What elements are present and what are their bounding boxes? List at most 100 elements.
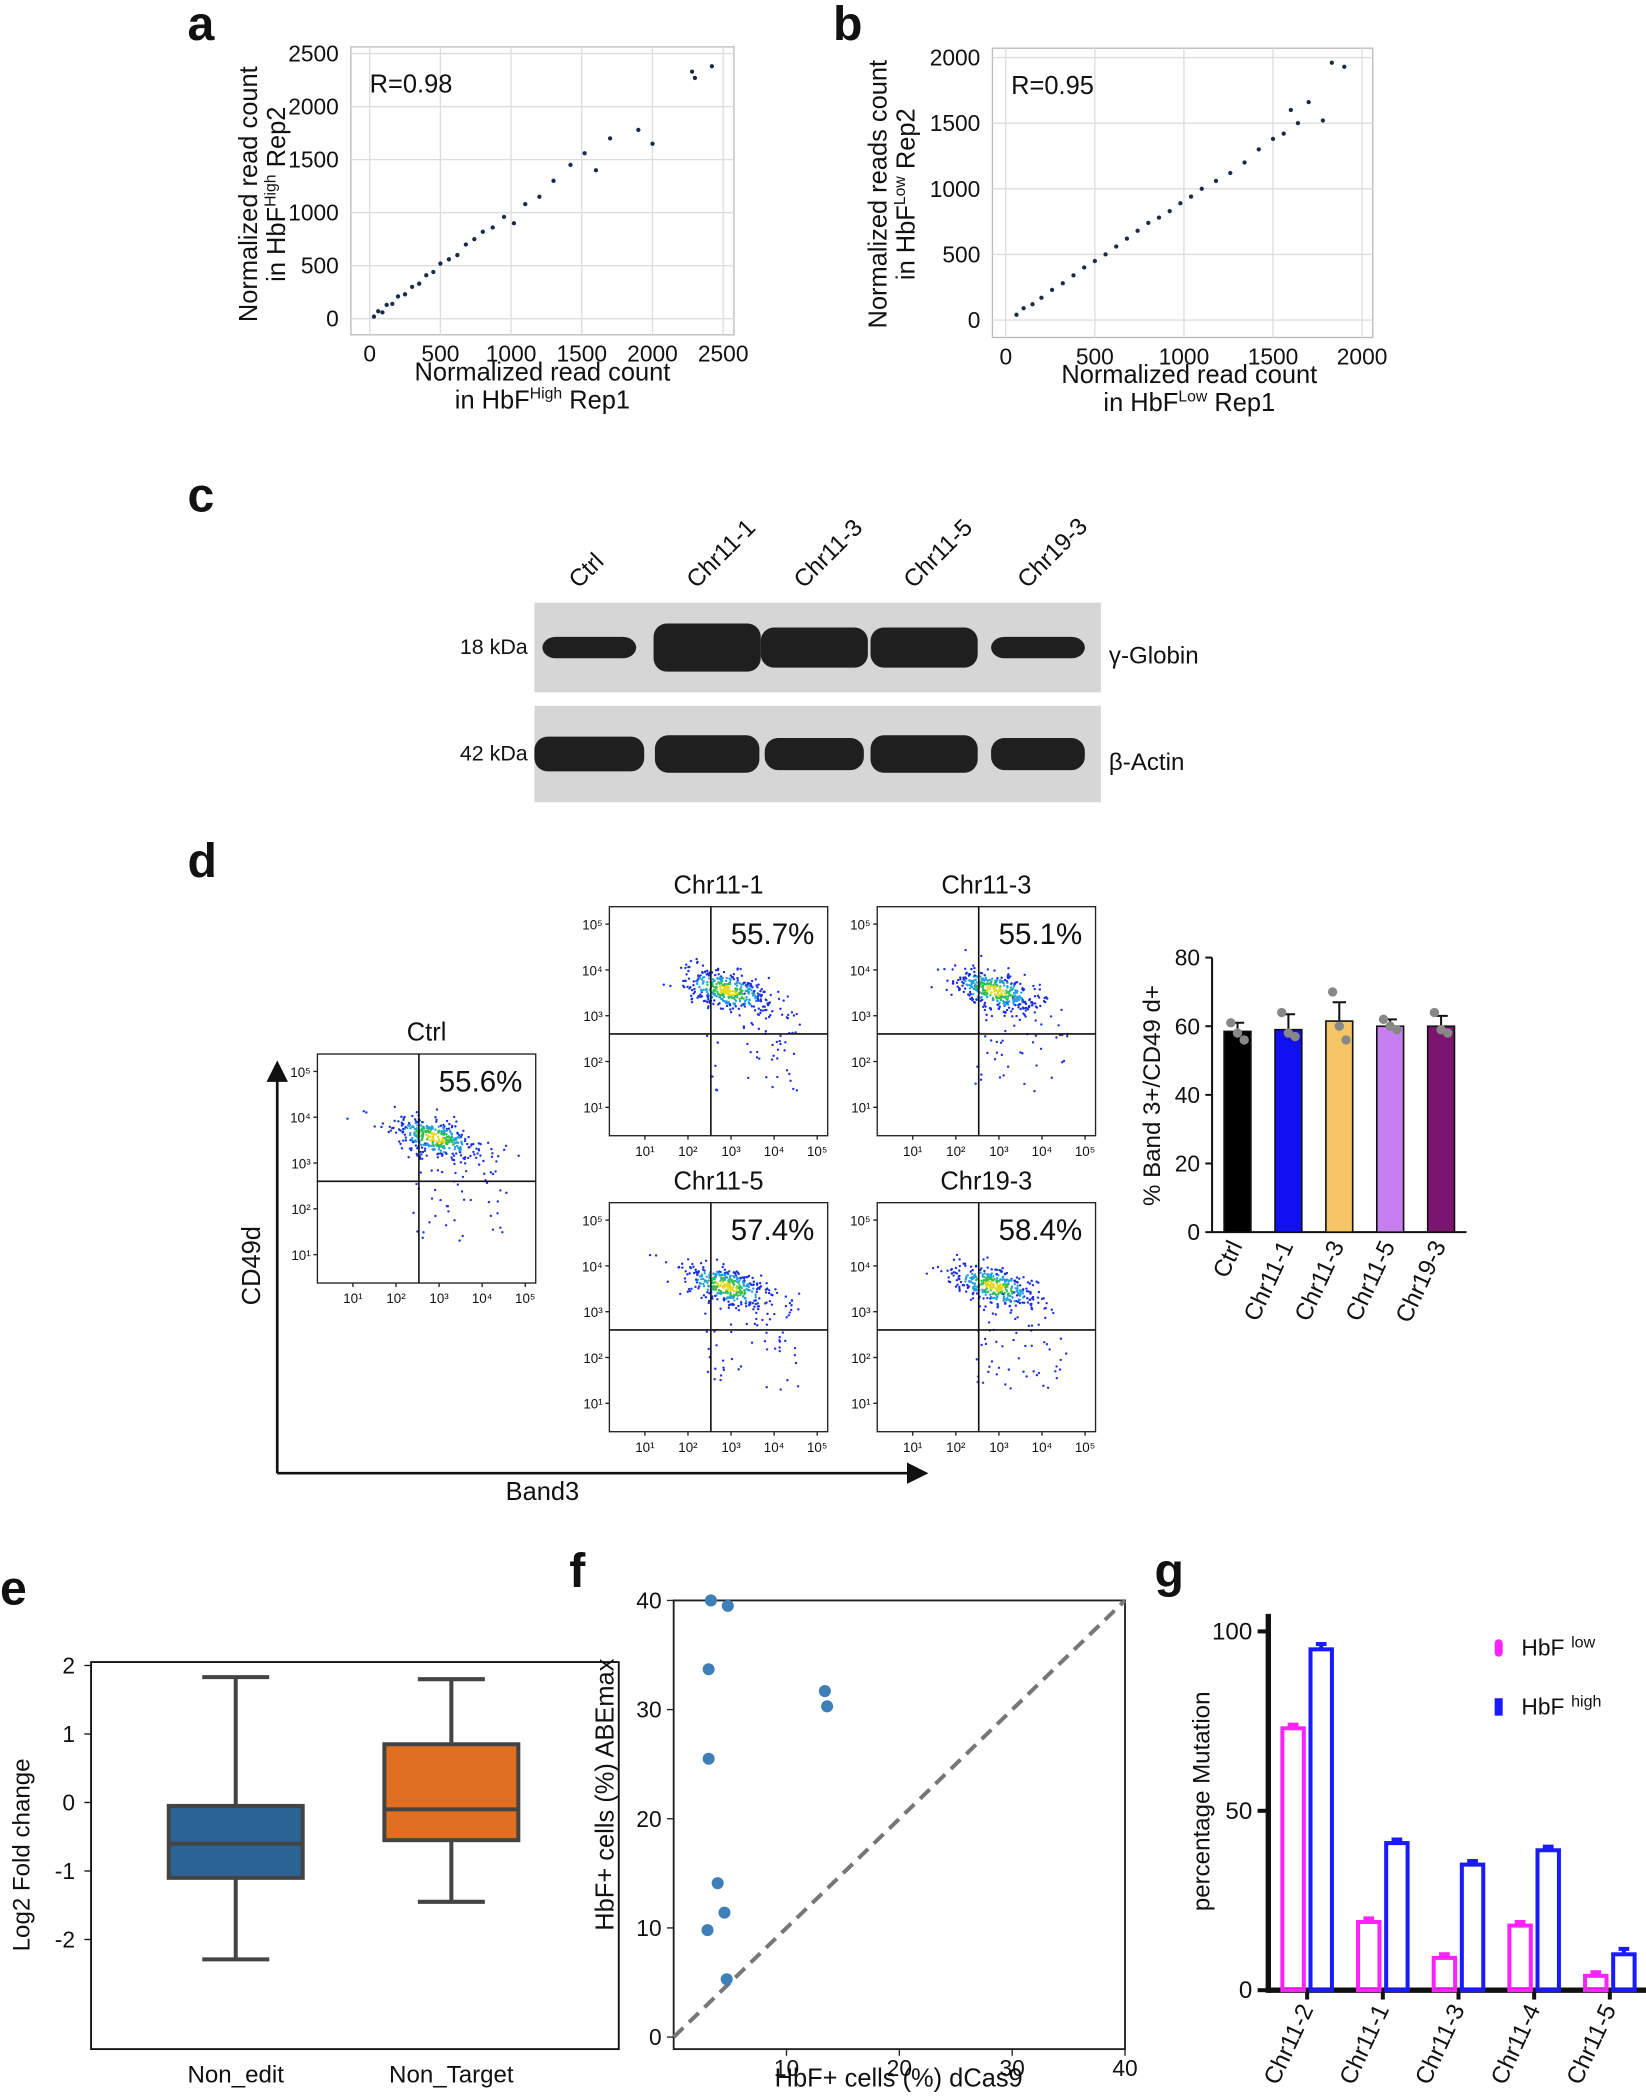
error-bar [1315,1641,1327,1650]
flow-dot [462,1198,466,1201]
flow-dot [772,1054,775,1057]
flow-dot [686,1273,689,1276]
flow-dot [443,1136,446,1140]
flow-dot [936,968,940,971]
y-tick-label: 2 [62,1653,75,1679]
flow-dot [1054,1370,1057,1373]
flow-dot [454,1171,457,1175]
flow-dot [742,1284,746,1287]
error-bar [1467,1859,1478,1865]
flow-dot [504,1144,508,1148]
flow-dot [982,1297,985,1300]
axis-label: Band3 [506,1478,580,1506]
flow-dot [435,1140,438,1143]
flow-dot [973,966,976,970]
flow-dot [431,1125,434,1129]
flow-dot [750,979,754,983]
flow-dot [1003,1278,1006,1281]
flow-dot [470,1144,473,1147]
flow-dot [1066,1035,1069,1038]
flow-dot [759,1274,763,1277]
flow-dot [967,1285,971,1288]
flow-dot [711,1279,714,1282]
blot-band [991,737,1085,771]
y-tick-label: 10³ [291,1156,311,1171]
flow-dot [736,1294,740,1297]
label-sup: Low [892,176,909,206]
flow-dot [1030,1307,1034,1311]
flow-dot [456,1135,460,1139]
flow-dot [797,1308,800,1311]
y-tick-label: 10⁴ [290,1111,311,1126]
flow-dot [735,996,739,999]
flow-dot [983,1269,986,1273]
flow-dot [430,1132,433,1135]
point [650,141,655,146]
point [376,309,381,314]
flow-dots [648,1253,801,1391]
x-tick-label: Chr11-5 [1561,2000,1622,2089]
flow-dot [1009,1287,1013,1290]
axis-label: HbF+ cells (%) ABEmax [591,1658,619,1930]
flow-dot [761,1318,764,1322]
flow-dot [1055,1376,1058,1380]
flow-dot [757,1027,761,1031]
flow-dot [393,1105,397,1109]
flow-dot [445,1152,448,1156]
flow-dot [491,1228,495,1231]
flow-dot [684,966,687,970]
point [424,273,429,278]
flow-dot [981,1288,984,1292]
flow-dot [445,1204,449,1208]
flow-dot [771,1010,774,1013]
flow-dot [737,1304,740,1308]
x-tick-label: 10⁴ [1032,1440,1053,1455]
flow-dot [987,1370,990,1374]
flow-dot [392,1126,395,1130]
flow-dot [727,985,730,989]
flow-dot [413,1118,417,1121]
flow-dot [1035,1280,1038,1283]
flow-dot [1015,1014,1018,1018]
label-part: Rep2 [263,107,291,175]
flow-dot [793,1346,797,1350]
x-tick-label: 1000 [1159,343,1210,369]
point [1306,100,1311,105]
flow-dot [786,995,789,998]
flow-dot [727,995,730,999]
y-tick-label: 2000 [930,45,981,71]
y-tick-label: 80 [1175,945,1200,971]
x-tick-label: Chr11-3 [1410,2000,1471,2089]
label-part: in HbF [893,205,921,280]
flow-dot [1001,1275,1005,1279]
flow-dot [682,985,686,989]
flow-dot [731,1288,734,1291]
flow-dot [704,970,707,973]
flow-dot [1019,1007,1022,1011]
flow-dot [767,1015,771,1019]
flow-dot [1013,1291,1016,1294]
flow-dot [931,1266,935,1270]
flow-dot [719,1290,723,1294]
error-bar [1618,1946,1630,1955]
flow-dot [744,1302,747,1305]
y-tick-label: 2500 [288,41,339,67]
axis-label: HbF+ cells (%) dCas9 [775,2065,1023,2093]
flow-dot [693,990,697,994]
flow-dot [691,1262,694,1266]
flow-dot [1013,1299,1016,1303]
x-tick-label: 20 [887,2055,912,2081]
flow-dot [759,1008,763,1012]
flow-dot [740,996,744,999]
flow-dot [1057,1024,1060,1027]
flow-dot [1027,1324,1031,1328]
flow-dot [441,1154,444,1157]
flow-dot [685,963,688,966]
flow-dot [991,1292,994,1296]
y-tick-label: 1500 [930,110,981,136]
flow-dot [711,978,715,981]
flow-dot [502,1148,506,1152]
flow-dot [743,1290,746,1293]
flow-dot [1017,1357,1021,1360]
flow-dot [947,1280,951,1283]
